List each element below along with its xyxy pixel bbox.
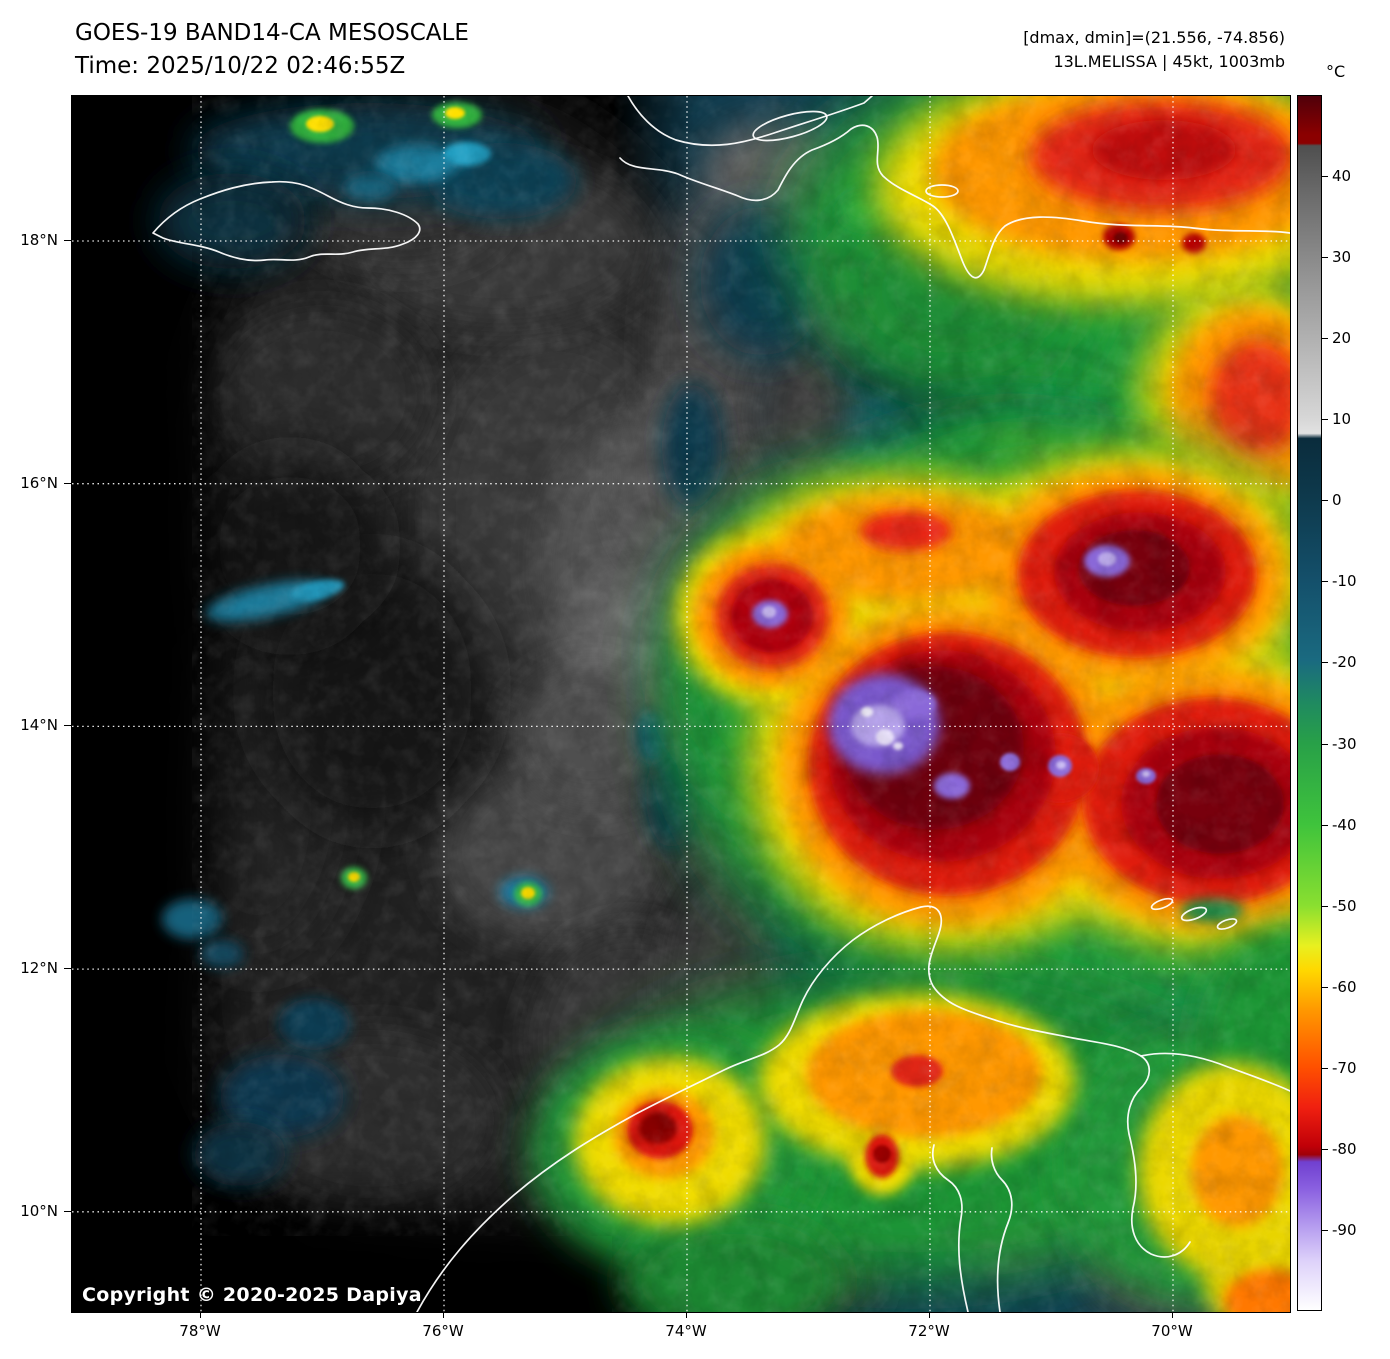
product-title: GOES-19 BAND14-CA MESOSCALE [75,20,469,46]
colorbar-tick-mark [1322,743,1328,745]
coastline-maracaibo-west [931,1144,969,1312]
colorbar-tick-label: -60 [1332,977,1357,996]
timestamp: Time: 2025/10/22 02:46:55Z [75,53,406,79]
colorbar-tick-mark [1322,1148,1328,1150]
colorbar-tick-mark [1322,176,1328,178]
lon-tick-label: 74°W [665,1322,707,1340]
lon-tick-label: 76°W [422,1322,464,1340]
lon-tick-mark [686,1312,687,1318]
lon-tick-mark [443,1312,444,1318]
colorbar-tick-label: 40 [1332,167,1352,186]
coastline-hispaniola [619,124,1290,279]
lon-tick-mark [200,1312,201,1318]
coastline-maracaibo-east [990,1147,1013,1312]
map-area: Copyright © 2020-2025 Dapiya [71,95,1291,1313]
lat-tick-label: 18°N [20,231,58,249]
coastline-south-america [416,905,1191,1312]
colorbar-tick-label: -20 [1332,653,1357,672]
colorbar-tick-label: -70 [1332,1058,1357,1077]
lat-tick-label: 10°N [20,1201,58,1220]
lat-tick-mark [64,968,71,970]
colorbar-tick-label: 0 [1332,491,1342,510]
grid-lines [72,96,1290,1312]
coastline-venezuela [1140,1052,1290,1092]
colorbar-tick-label: -50 [1332,896,1357,915]
colorbar-tick-label: 30 [1332,248,1352,267]
colorbar-tick-label: -80 [1332,1139,1357,1158]
coastline-lake-enriquillo [925,184,959,198]
lon-tick-label: 78°W [179,1322,221,1340]
colorbar-tick-mark [1322,1229,1328,1231]
colorbar-tick-mark [1322,905,1328,907]
colorbar-tick-mark [1322,662,1328,664]
storm-info: 13L.MELISSA | 45kt, 1003mb [1053,52,1285,71]
lon-tick-mark [929,1312,930,1318]
colorbar-tick-label: -10 [1332,572,1357,591]
colorbar-tick-mark [1322,1067,1328,1069]
lat-tick-mark [64,725,71,727]
colorbar-tick-label: -30 [1332,734,1357,753]
colorbar-tick-label: 10 [1332,410,1352,429]
colorbar-tick-mark [1322,581,1328,583]
lat-tick-label: 14°N [20,716,58,735]
lat-tick-mark [64,240,71,241]
colorbar [1297,95,1322,1311]
colorbar-tick-mark [1322,986,1328,988]
colorbar-tick-mark [1322,824,1328,826]
coastline-bonaire [1216,918,1238,930]
colorbar-tick-mark [1322,338,1328,340]
colorbar-tick-mark [1322,500,1328,502]
ir-layer-texture-grain [192,96,1290,1312]
coastline-aruba [1150,897,1174,911]
lon-tick-mark [1172,1312,1173,1318]
coastline-jamaica [152,180,421,262]
colorbar-tick-mark [1322,419,1328,421]
satellite-ir-image [72,96,1290,1312]
lon-tick-label: 70°W [1151,1322,1193,1340]
colorbar-tick-label: -40 [1332,815,1357,834]
lat-tick-mark [64,1210,71,1212]
coastlines [152,96,1290,1312]
lat-tick-mark [64,482,71,484]
coastline-curacao [1180,906,1208,922]
dmax-dmin-readout: [dmax, dmin]=(21.556, -74.856) [1023,28,1285,47]
coastline-gonave-island [752,110,828,142]
lat-tick-label: 16°N [20,473,58,492]
colorbar-tick-label: -90 [1332,1220,1357,1239]
lon-tick-label: 72°W [908,1322,950,1340]
colorbar-tick-mark [1322,257,1328,259]
colorbar-tick-label: 20 [1332,329,1352,348]
title-block: GOES-19 BAND14-CA MESOSCALE Time: 2025/1… [75,17,469,83]
lat-tick-label: 12°N [20,959,58,978]
copyright-watermark: Copyright © 2020-2025 Dapiya [82,1284,422,1306]
colorbar-unit-label: °C [1326,62,1346,81]
info-block: [dmax, dmin]=(21.556, -74.856) 13L.MELIS… [1023,26,1285,74]
